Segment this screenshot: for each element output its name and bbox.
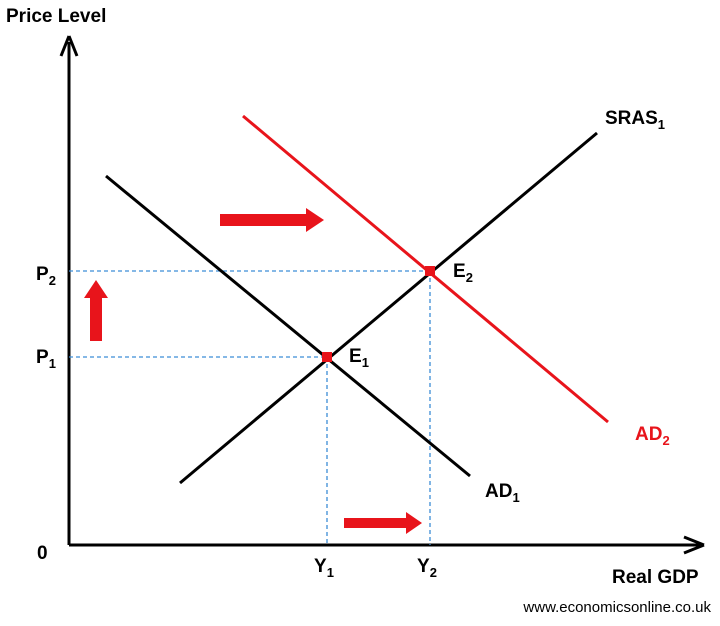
ad2-label: AD2 <box>635 424 670 448</box>
y1-label: Y1 <box>314 556 334 580</box>
website-credit: www.economicsonline.co.uk <box>522 599 711 616</box>
e2-point <box>425 266 435 276</box>
y-axis-title: Price Level <box>6 6 106 27</box>
sras1-curve <box>179 131 598 485</box>
output-rise-arrow <box>344 512 422 534</box>
y-axis-arrowhead <box>59 35 79 57</box>
e1-label: E1 <box>349 346 369 370</box>
x-axis-title: Real GDP <box>612 567 699 588</box>
e1-point <box>322 352 332 362</box>
x-axis-arrowhead <box>683 535 705 555</box>
p1-label: P1 <box>36 347 56 371</box>
sras1-label: SRAS1 <box>605 108 665 132</box>
y2-label: Y2 <box>417 556 437 580</box>
ad1-label: AD1 <box>485 481 520 505</box>
ad-shift-arrow <box>220 208 324 232</box>
e2-label: E2 <box>453 261 473 285</box>
origin-label: 0 <box>37 543 48 564</box>
p2-label: P2 <box>36 264 56 288</box>
price-rise-arrow <box>84 280 108 341</box>
ad1-curve <box>105 174 471 478</box>
